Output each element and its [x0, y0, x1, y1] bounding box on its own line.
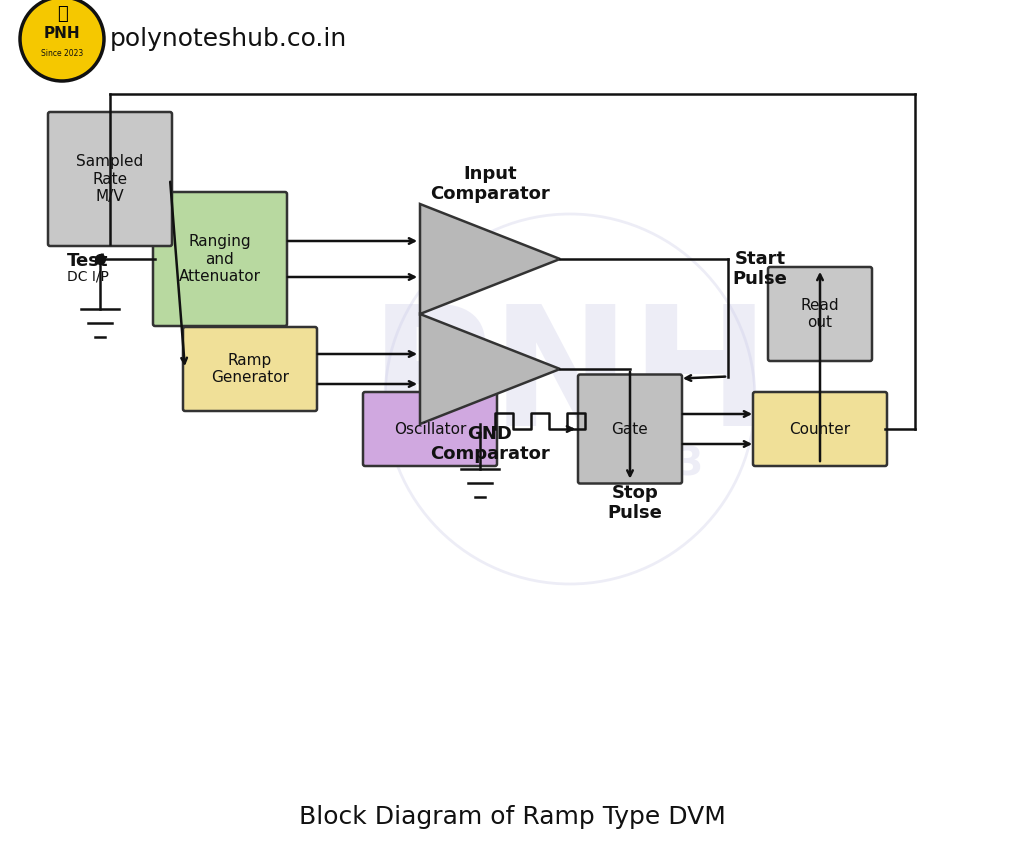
FancyBboxPatch shape	[153, 192, 287, 326]
Text: Counter: Counter	[790, 422, 851, 436]
FancyBboxPatch shape	[362, 392, 497, 466]
Text: Test: Test	[68, 252, 109, 270]
Text: Read
out: Read out	[801, 298, 840, 330]
Text: Input
Comparator: Input Comparator	[430, 165, 550, 204]
Text: Start
Pulse: Start Pulse	[732, 250, 787, 289]
Polygon shape	[420, 204, 560, 314]
Text: Oscillator: Oscillator	[394, 422, 466, 436]
Text: 🎓: 🎓	[56, 5, 68, 23]
Text: PNH: PNH	[370, 297, 770, 460]
Text: Since 2023: Since 2023	[41, 48, 83, 58]
Text: Ranging
and
Attenuator: Ranging and Attenuator	[179, 235, 261, 284]
FancyBboxPatch shape	[753, 392, 887, 466]
Circle shape	[20, 0, 104, 81]
Text: GND
Comparator: GND Comparator	[430, 424, 550, 463]
Polygon shape	[420, 314, 560, 424]
Text: DC I/P: DC I/P	[67, 270, 109, 284]
Text: 2023: 2023	[596, 445, 705, 483]
FancyBboxPatch shape	[48, 112, 172, 246]
FancyBboxPatch shape	[578, 375, 682, 484]
Text: Block Diagram of Ramp Type DVM: Block Diagram of Ramp Type DVM	[299, 805, 725, 829]
Text: Stop
Pulse: Stop Pulse	[607, 484, 663, 522]
Text: Ramp
Generator: Ramp Generator	[211, 353, 289, 385]
FancyBboxPatch shape	[768, 267, 872, 361]
Text: polynoteshub.co.in: polynoteshub.co.in	[110, 27, 347, 51]
FancyBboxPatch shape	[183, 327, 317, 411]
Text: PNH: PNH	[44, 26, 80, 40]
Text: Sampled
Rate
M/V: Sampled Rate M/V	[77, 154, 143, 204]
Text: Gate: Gate	[611, 422, 648, 436]
